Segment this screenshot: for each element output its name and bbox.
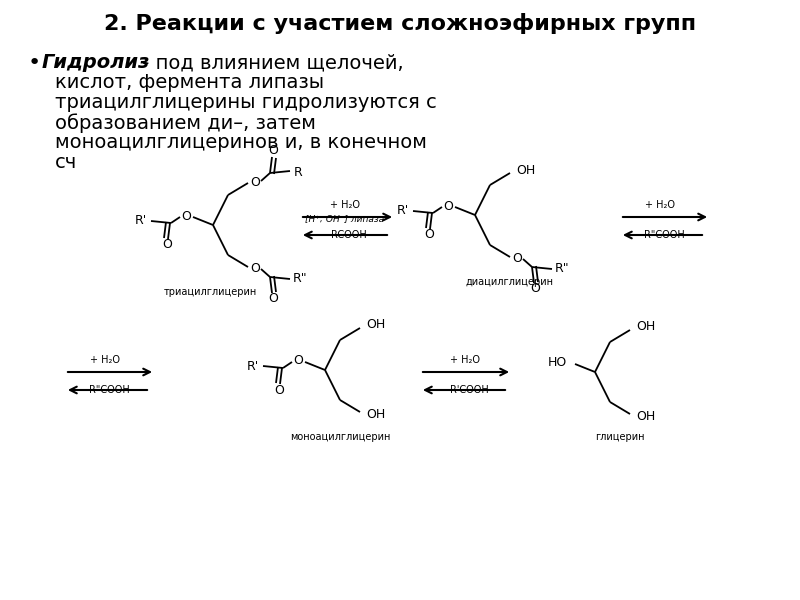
Text: R": R" — [554, 263, 570, 275]
Text: триацилглицерин: триацилглицерин — [163, 287, 257, 297]
Text: + H₂O: + H₂O — [90, 355, 120, 365]
Text: •: • — [28, 53, 42, 73]
Text: O: O — [274, 383, 284, 397]
Text: сч: сч — [55, 153, 78, 172]
Text: OH: OH — [366, 319, 386, 331]
Text: O: O — [181, 209, 191, 223]
Text: кислот, фермента липазы: кислот, фермента липазы — [55, 73, 324, 92]
Text: образованием ди–, затем: образованием ди–, затем — [55, 113, 316, 133]
Text: – RCOOH: – RCOOH — [323, 230, 367, 240]
Text: 2. Реакции с участием сложноэфирных групп: 2. Реакции с участием сложноэфирных груп… — [104, 13, 696, 34]
Text: O: O — [268, 292, 278, 305]
Text: O: O — [443, 199, 453, 212]
Text: – R"COOH: – R"COOH — [81, 385, 130, 395]
Text: Гидролиз: Гидролиз — [42, 53, 150, 72]
Text: O: O — [268, 145, 278, 157]
Text: диацилглицерин: диацилглицерин — [466, 277, 554, 287]
Text: моноацилглицеринов и, в конечном: моноацилглицеринов и, в конечном — [55, 133, 427, 152]
Text: OH: OH — [636, 320, 656, 334]
Text: O: O — [162, 238, 172, 251]
Text: [H⁺; OH⁻] липаза: [H⁺; OH⁻] липаза — [306, 214, 385, 223]
Text: - под влиянием щелочей,: - под влиянием щелочей, — [136, 53, 404, 72]
Text: – R"COOH: – R"COOH — [636, 230, 684, 240]
Text: OH: OH — [516, 163, 536, 176]
Text: O: O — [512, 251, 522, 265]
Text: O: O — [250, 175, 260, 188]
Text: HO: HO — [547, 356, 566, 370]
Text: + H₂O: + H₂O — [645, 200, 675, 210]
Text: глицерин: глицерин — [595, 432, 645, 442]
Text: – R'COOH: – R'COOH — [442, 385, 488, 395]
Text: O: O — [424, 229, 434, 241]
Text: OH: OH — [366, 409, 386, 421]
Text: O: O — [530, 283, 540, 295]
Text: + H₂O: + H₂O — [330, 200, 360, 210]
Text: R": R" — [293, 272, 307, 286]
Text: OH: OH — [636, 410, 656, 424]
Text: R': R' — [247, 359, 259, 373]
Text: R': R' — [135, 214, 147, 227]
Text: R': R' — [397, 205, 409, 217]
Text: O: O — [293, 355, 303, 367]
Text: моноацилглицерин: моноацилглицерин — [290, 432, 390, 442]
Text: триацилглицерины гидролизуются с: триацилглицерины гидролизуются с — [55, 93, 437, 112]
Text: + H₂O: + H₂O — [450, 355, 480, 365]
Text: R: R — [294, 166, 302, 179]
Text: O: O — [250, 262, 260, 275]
